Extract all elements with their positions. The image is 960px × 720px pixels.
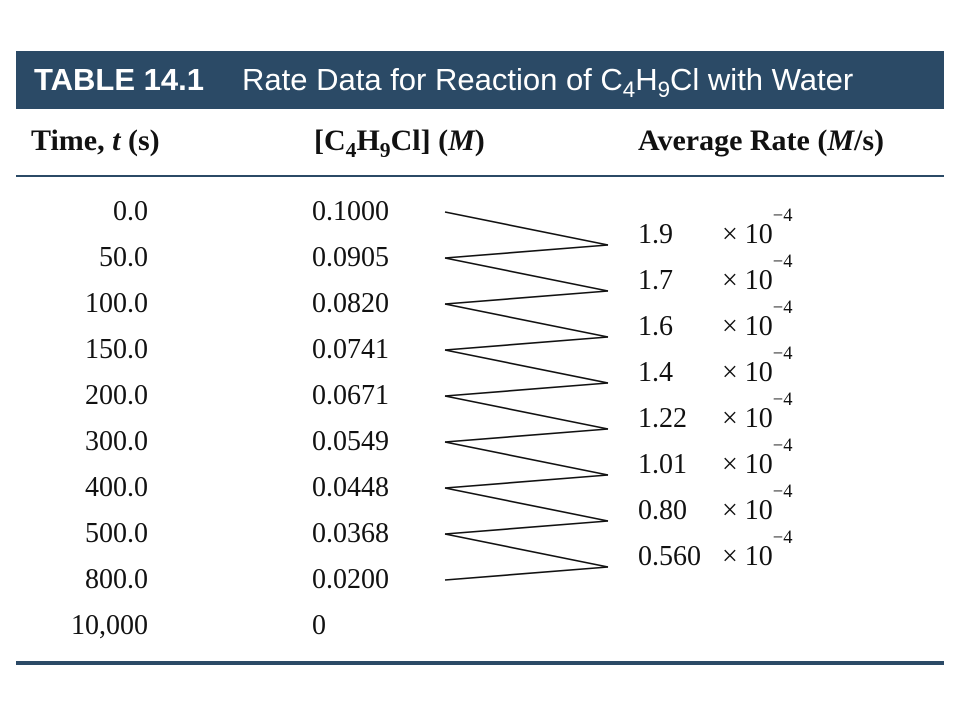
rate-value: 1.22 bbox=[638, 403, 687, 434]
time-cell: 10,000 bbox=[71, 610, 148, 641]
header-divider bbox=[16, 175, 944, 177]
time-cell: 400.0 bbox=[85, 472, 148, 503]
connector-line bbox=[444, 211, 609, 246]
concentration-cell: 0.0549 bbox=[312, 426, 389, 457]
connector-line bbox=[444, 257, 609, 292]
connector-line bbox=[444, 474, 609, 489]
time-cell: 800.0 bbox=[85, 564, 148, 595]
connector-line bbox=[444, 349, 609, 384]
connector-line bbox=[444, 487, 609, 522]
rate-value: 1.7 bbox=[638, 265, 673, 296]
column-header-concentration: [C4H9Cl] (M) bbox=[314, 124, 485, 162]
table-title: Rate Data for Reaction of C4H9Cl with Wa… bbox=[242, 62, 854, 103]
concentration-cell: 0.0368 bbox=[312, 518, 389, 549]
connector-line bbox=[444, 395, 609, 430]
concentration-cell: 0.0671 bbox=[312, 380, 389, 411]
time-cell: 150.0 bbox=[85, 334, 148, 365]
table-number: TABLE 14.1 bbox=[34, 62, 204, 97]
concentration-cell: 0 bbox=[312, 610, 326, 641]
rate-multiplier: × 10−4 bbox=[722, 251, 793, 296]
rate-multiplier: × 10−4 bbox=[722, 435, 793, 480]
column-header-time: Time, t (s) bbox=[31, 124, 160, 157]
rate-value: 0.80 bbox=[638, 495, 687, 526]
concentration-cell: 0.0820 bbox=[312, 288, 389, 319]
concentration-cell: 0.1000 bbox=[312, 196, 389, 227]
concentration-cell: 0.0448 bbox=[312, 472, 389, 503]
rate-multiplier: × 10−4 bbox=[722, 389, 793, 434]
time-cell: 100.0 bbox=[85, 288, 148, 319]
table-bottom-rule bbox=[16, 661, 944, 665]
connector-line bbox=[444, 520, 609, 535]
time-cell: 300.0 bbox=[85, 426, 148, 457]
connector-line bbox=[444, 566, 609, 581]
time-cell: 200.0 bbox=[85, 380, 148, 411]
table-title-banner: TABLE 14.1 Rate Data for Reaction of C4H… bbox=[16, 51, 944, 109]
rate-value: 1.01 bbox=[638, 449, 687, 480]
connector-line bbox=[444, 336, 609, 351]
rate-multiplier: × 10−4 bbox=[722, 205, 793, 250]
connector-line bbox=[444, 290, 609, 305]
time-cell: 50.0 bbox=[99, 242, 148, 273]
time-cell: 500.0 bbox=[85, 518, 148, 549]
concentration-cell: 0.0905 bbox=[312, 242, 389, 273]
concentration-cell: 0.0200 bbox=[312, 564, 389, 595]
rate-value: 0.560 bbox=[638, 541, 701, 572]
time-cell: 0.0 bbox=[113, 196, 148, 227]
column-header-average-rate: Average Rate (M/s) bbox=[638, 124, 885, 157]
concentration-cell: 0.0741 bbox=[312, 334, 389, 365]
connector-line bbox=[444, 428, 609, 443]
rate-value: 1.6 bbox=[638, 311, 673, 342]
rate-value: 1.4 bbox=[638, 357, 673, 388]
connector-line bbox=[444, 533, 609, 568]
connector-line bbox=[444, 303, 609, 338]
rate-multiplier: × 10−4 bbox=[722, 527, 793, 572]
rate-multiplier: × 10−4 bbox=[722, 481, 793, 526]
connector-line bbox=[444, 382, 609, 397]
rate-value: 1.9 bbox=[638, 219, 673, 250]
rate-multiplier: × 10−4 bbox=[722, 343, 793, 388]
connector-line bbox=[444, 441, 609, 476]
connector-line bbox=[444, 244, 609, 259]
rate-multiplier: × 10−4 bbox=[722, 297, 793, 342]
